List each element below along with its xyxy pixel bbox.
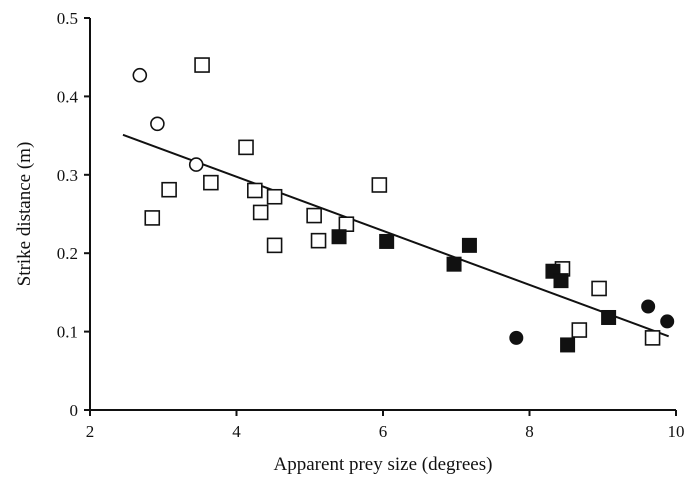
filled-square-point — [379, 233, 395, 249]
x-tick-label: 10 — [668, 422, 684, 441]
x-tick-label: 6 — [379, 422, 388, 441]
filled-square-point — [461, 237, 477, 253]
open-square-point — [247, 182, 263, 199]
y-tick-label: 0.5 — [57, 9, 78, 28]
x-ticks: 2 4 6 8 10 — [86, 410, 684, 441]
y-tick-label: 0.2 — [57, 244, 78, 263]
open-square-point — [371, 177, 388, 193]
open-circle-point — [150, 116, 165, 132]
open-square-point — [203, 174, 219, 191]
plot-area — [122, 57, 675, 353]
open-square-point — [571, 322, 588, 338]
open-square-point — [238, 139, 254, 156]
y-tick-label: 0.3 — [57, 166, 78, 185]
x-tick-label: 4 — [232, 422, 241, 441]
open-square-point — [266, 237, 283, 254]
filled-circle-point — [660, 314, 675, 329]
open-circle-point — [188, 157, 204, 172]
filled-square-point — [601, 309, 617, 325]
x-axis-title: Apparent prey size (degrees) — [274, 454, 493, 475]
x-tick-label: 8 — [525, 422, 534, 441]
open-square-point — [591, 280, 607, 297]
open-square-point — [194, 57, 210, 73]
filled-circle-point — [641, 299, 656, 314]
y-axis-title: Strike distance (m) — [14, 142, 35, 287]
open-square-point — [144, 210, 161, 226]
open-circle-point — [132, 67, 148, 83]
y-tick-label: 0.1 — [57, 323, 78, 342]
filled-square-point — [553, 273, 569, 289]
filled-circle-point — [509, 330, 524, 345]
y-tick-label: 0.4 — [57, 87, 79, 106]
filled-square-point — [560, 337, 576, 353]
open-square-point — [161, 181, 177, 198]
filled-square-point — [446, 256, 462, 272]
y-tick-label: 0 — [70, 401, 79, 420]
open-square-point — [266, 188, 283, 205]
regression-line — [122, 133, 670, 338]
open-square-point — [644, 330, 661, 346]
open-square-point — [306, 207, 322, 224]
open-square-point — [310, 232, 327, 249]
open-square-point — [252, 204, 269, 221]
filled-square-point — [331, 229, 347, 245]
open-square-point — [338, 216, 355, 232]
y-ticks: 0 0.1 0.2 0.3 0.4 0.5 — [57, 9, 90, 420]
axes — [89, 18, 676, 411]
x-tick-label: 2 — [86, 422, 95, 441]
